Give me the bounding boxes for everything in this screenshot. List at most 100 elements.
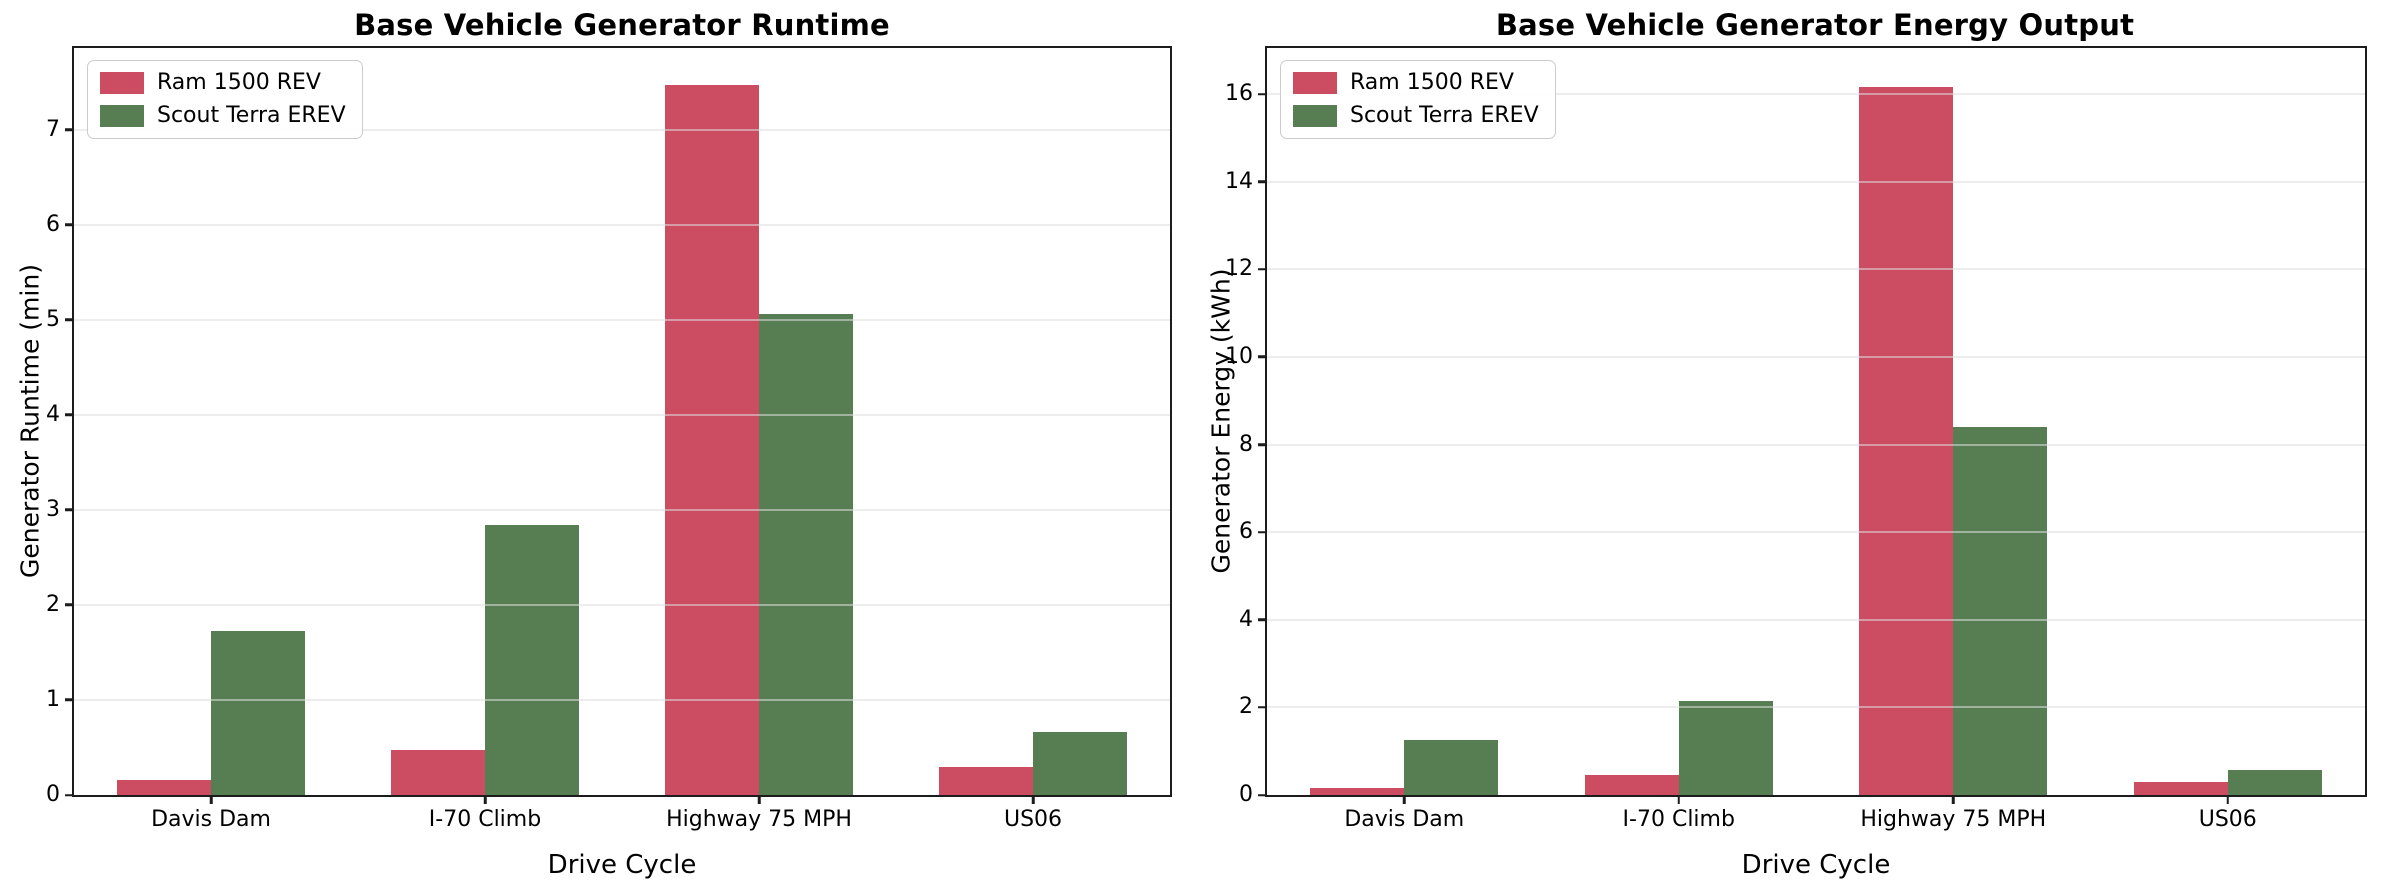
bar [1678, 700, 1773, 795]
x-tick-mark [1677, 795, 1680, 804]
legend-label: Scout Terra EREV [157, 103, 346, 128]
legend-item: Scout Terra EREV [100, 104, 346, 128]
x-tick-label: US06 [2198, 807, 2257, 832]
y-tick-label: 1 [46, 686, 60, 712]
x-tick-label: Highway 75 MPH [1860, 807, 2047, 832]
gridline [1267, 618, 2365, 621]
x-tick-label: Highway 75 MPH [666, 807, 852, 832]
x-tick-mark [483, 795, 487, 804]
y-tick-mark [1258, 793, 1267, 797]
y-tick-mark [65, 508, 74, 512]
bar [939, 767, 1033, 795]
legend-item: Ram 1500 REV [1293, 71, 1539, 95]
y-tick-mark [65, 603, 74, 607]
x-tick-mark [209, 795, 213, 804]
x-axis-label: Drive Cycle [1741, 850, 1891, 880]
gridline [1267, 706, 2365, 709]
legend: Ram 1500 REV Scout Terra EREV [1280, 60, 1556, 139]
legend-item: Ram 1500 REV [100, 71, 346, 95]
legend: Ram 1500 REV Scout Terra EREV [87, 60, 363, 139]
runtime-chart: Base Vehicle Generator Runtime Generator… [16, 8, 1172, 880]
y-tick-mark [1258, 268, 1267, 271]
bar [759, 314, 853, 795]
y-tick-label: 2 [46, 591, 60, 617]
y-tick-mark [65, 318, 74, 322]
gridline [1267, 443, 2365, 446]
x-tick-label: I-70 Climb [428, 807, 542, 832]
y-tick-label: 12 [1225, 256, 1253, 282]
legend-label: Ram 1500 REV [157, 70, 321, 95]
y-tick-label: 4 [1239, 606, 1253, 632]
y-tick-mark [1258, 355, 1267, 359]
x-tick-label: Davis Dam [1344, 807, 1465, 832]
chart-title: Base Vehicle Generator Energy Output [1495, 8, 2135, 42]
x-tick-mark [1403, 795, 1406, 804]
y-tick-mark [1258, 530, 1267, 534]
bar [485, 525, 579, 795]
y-tick-label: 6 [1239, 519, 1253, 545]
gridline [1267, 180, 2365, 183]
chart-title: Base Vehicle Generator Runtime [354, 8, 890, 42]
bar [1404, 740, 1499, 795]
x-tick-label: Davis Dam [151, 807, 271, 832]
plot-area: 0 1 2 3 4 5 6 7 Davis Dam I-70 Climb Highway 75 MP… [46, 46, 1172, 832]
bar [211, 630, 305, 795]
y-tick-mark [65, 698, 74, 702]
bar [1859, 87, 1954, 795]
y-axis-label: Generator Energy (kWh) [1206, 268, 1236, 574]
y-tick-label: 16 [1225, 81, 1253, 107]
x-axis-label: Drive Cycle [547, 850, 697, 880]
y-tick-label: 7 [46, 116, 60, 142]
bar [1310, 788, 1405, 795]
bar [2133, 782, 2228, 795]
gridline [1267, 355, 2365, 358]
y-tick-label: 3 [46, 496, 60, 522]
legend-swatch [1293, 72, 1337, 94]
legend-label: Scout Terra EREV [1350, 103, 1539, 128]
x-tick-label: I-70 Climb [1622, 807, 1735, 832]
y-tick-label: 14 [1225, 168, 1253, 194]
y-tick-label: 10 [1225, 343, 1253, 369]
legend-swatch [1293, 105, 1337, 127]
gridline [74, 698, 1170, 701]
gridline [1267, 93, 2365, 96]
gridline [74, 603, 1170, 606]
bar [1033, 732, 1127, 795]
y-tick-mark [65, 793, 74, 797]
bar [391, 750, 485, 795]
bar [1584, 775, 1679, 795]
y-tick-label: 0 [46, 782, 60, 807]
y-tick-label: 6 [46, 211, 60, 237]
y-tick-mark [1258, 180, 1267, 183]
plot-area: 0 2 4 6 8 10 12 14 16 Davis Dam I-70 Climb Highway … [1225, 46, 2367, 832]
x-tick-mark [1031, 795, 1035, 804]
bar [117, 779, 211, 795]
legend-item: Scout Terra EREV [1293, 104, 1539, 128]
y-tick-mark [65, 128, 74, 131]
legend-swatch [100, 105, 144, 127]
bar [1953, 426, 2048, 795]
y-tick-mark [65, 413, 74, 417]
legend-label: Ram 1500 REV [1350, 70, 1514, 95]
gridline [74, 128, 1170, 131]
y-tick-label: 4 [46, 401, 60, 427]
gridline [74, 223, 1170, 226]
gridline [74, 318, 1170, 321]
gridline [74, 508, 1170, 511]
bar [2227, 769, 2322, 795]
gridline [1267, 531, 2365, 534]
y-tick-label: 2 [1239, 694, 1253, 720]
y-tick-label: 8 [1239, 431, 1253, 457]
x-tick-mark [757, 795, 761, 804]
x-tick-label: US06 [1003, 807, 1063, 832]
gridline [1267, 268, 2365, 271]
x-tick-mark [1952, 795, 1955, 804]
y-tick-mark [1258, 706, 1267, 709]
legend-swatch [100, 72, 144, 94]
y-tick-mark [1258, 443, 1267, 446]
y-tick-mark [65, 223, 74, 227]
gridline [74, 413, 1170, 416]
energy-chart: Base Vehicle Generator Energy Output Gen… [1191, 0, 2382, 880]
y-tick-mark [1258, 618, 1267, 622]
y-tick-mark [1258, 92, 1267, 96]
